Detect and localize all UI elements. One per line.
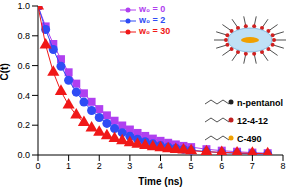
- svg-text:Time (ns): Time (ns): [138, 176, 182, 187]
- svg-text:0.2: 0.2: [17, 120, 30, 130]
- svg-text:0.4: 0.4: [17, 91, 30, 101]
- svg-text:C-490: C-490: [237, 134, 262, 144]
- svg-text:12-4-12: 12-4-12: [237, 116, 268, 126]
- html-text:w₀ = 2: w₀ = 2: [139, 15, 166, 25]
- svg-text:n-pentanol: n-pentanol: [237, 98, 283, 108]
- svg-text:C(t): C(t): [8, 63, 10, 80]
- html-text:w₀ = 30: w₀ = 30: [139, 26, 171, 36]
- html-text:w₀ = 0: w₀ = 0: [139, 4, 166, 14]
- svg-text:0: 0: [35, 161, 40, 171]
- svg-text:0.8: 0.8: [17, 31, 30, 41]
- svg-text:1: 1: [66, 161, 71, 171]
- svg-text:1.0: 1.0: [17, 1, 30, 11]
- svg-text:0.0: 0.0: [17, 150, 30, 160]
- svg-text:8: 8: [280, 161, 283, 171]
- svg-text:2: 2: [97, 161, 102, 171]
- svg-text:5: 5: [189, 161, 194, 171]
- svg-text:4: 4: [158, 161, 163, 171]
- svg-text:6: 6: [219, 161, 224, 171]
- svg-text:3: 3: [127, 161, 132, 171]
- svg-text:0.6: 0.6: [17, 61, 30, 71]
- svg-text:7: 7: [250, 161, 255, 171]
